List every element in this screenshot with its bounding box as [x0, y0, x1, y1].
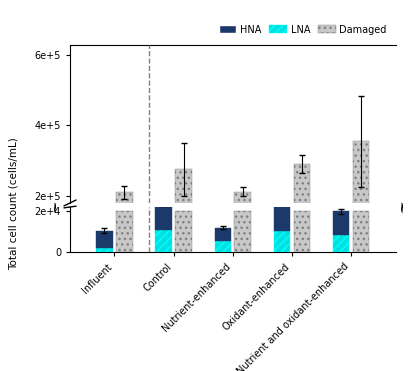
Bar: [234, 211, 251, 252]
Bar: [175, 170, 192, 266]
Bar: [96, 231, 113, 248]
Bar: [333, 235, 349, 252]
Bar: [294, 164, 310, 266]
Text: ∼: ∼: [49, 199, 62, 210]
Bar: [274, 231, 290, 252]
Bar: [175, 211, 192, 252]
Bar: [274, 201, 290, 231]
Bar: [96, 248, 113, 252]
Bar: [333, 211, 349, 235]
Bar: [116, 211, 133, 252]
Legend: HNA, LNA, Damaged: HNA, LNA, Damaged: [215, 21, 391, 39]
Text: Total cell count (cells/mL): Total cell count (cells/mL): [8, 138, 18, 270]
Text: ∼: ∼: [396, 201, 409, 212]
Bar: [234, 192, 251, 266]
Bar: [294, 211, 310, 252]
Bar: [353, 141, 370, 266]
Bar: [353, 211, 370, 252]
Text: ∼: ∼: [396, 199, 409, 210]
Bar: [215, 227, 231, 241]
Bar: [215, 241, 231, 252]
Bar: [155, 230, 172, 252]
Bar: [155, 200, 172, 230]
Text: ∼: ∼: [49, 201, 62, 212]
Bar: [116, 193, 133, 266]
